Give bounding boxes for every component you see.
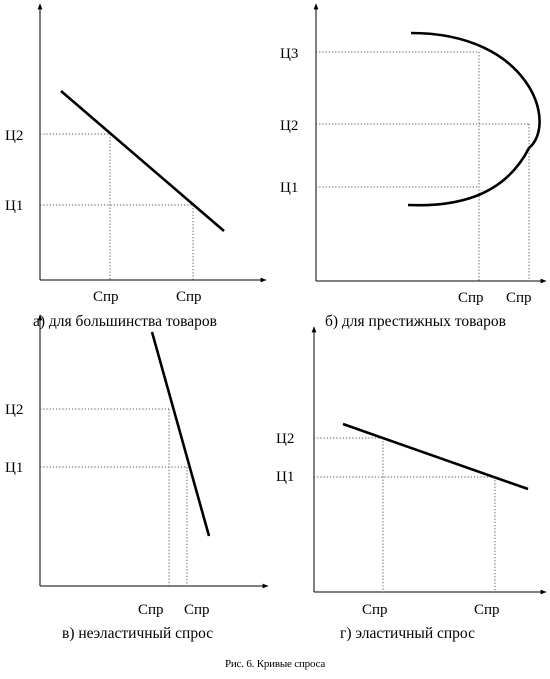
panel-d-demand-curve <box>342 422 529 491</box>
panel-a-caption: а) для большинства товаров <box>33 313 217 330</box>
panel-b-caption: б) для престижных товаров <box>325 313 506 330</box>
panel-c-caption: в) неэластичный спрос <box>62 625 213 642</box>
panel-b-y-tick-c3: Ц3 <box>280 46 298 62</box>
panel-b: Ц3 Ц2 Ц1 Спр Спр б) для престижных товар… <box>280 3 547 330</box>
panel-a-x-tick-2: Спр <box>176 289 202 305</box>
figure-caption: Рис. 6. Кривые спроса <box>225 658 325 670</box>
panel-c: Ц2 Ц1 Спр Спр в) неэластичный спрос <box>5 314 269 642</box>
panel-d-caption: г) эластичный спрос <box>340 625 475 642</box>
panel-b-demand-curve <box>407 31 541 207</box>
panel-c-y-tick-c2: Ц2 <box>5 402 23 418</box>
panel-d: Ц2 Ц1 Спр Спр г) эластичный спрос <box>276 326 547 642</box>
panel-b-x-tick-1: Спр <box>458 290 484 306</box>
panel-d-y-tick-c1: Ц1 <box>276 469 294 485</box>
panel-a-demand-curve <box>60 90 225 232</box>
panel-c-y-tick-c1: Ц1 <box>5 460 23 476</box>
panel-d-x-tick-2: Спр <box>474 602 500 618</box>
panel-b-x-tick-2: Спр <box>506 290 532 306</box>
panel-d-y-tick-c2: Ц2 <box>276 431 294 447</box>
panel-c-x-tick-1: Спр <box>138 602 164 618</box>
panel-c-x-tick-2: Спр <box>184 602 210 618</box>
panel-a-x-tick-1: Спр <box>93 289 119 305</box>
panel-b-y-tick-c2: Ц2 <box>280 118 298 134</box>
panel-a-y-tick-c1: Ц1 <box>5 198 23 214</box>
panel-a: Ц2 Ц1 Спр Спр а) для большинства товаров <box>5 3 267 330</box>
panel-d-x-tick-1: Спр <box>362 602 388 618</box>
panel-a-y-tick-c2: Ц2 <box>5 128 23 144</box>
panel-b-y-tick-c1: Ц1 <box>280 180 298 196</box>
panel-c-demand-curve <box>150 331 211 537</box>
